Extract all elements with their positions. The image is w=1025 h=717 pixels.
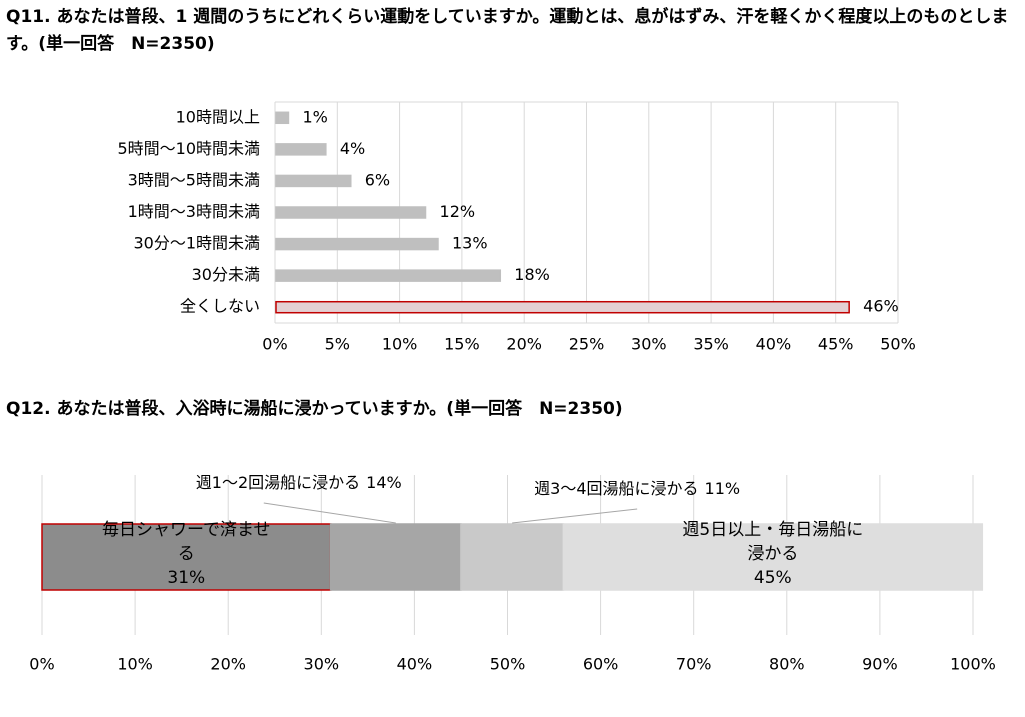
x-tick-label: 15% — [444, 335, 480, 354]
segment-name: 週5日以上・毎日湯船に浸かる — [682, 520, 864, 564]
segment-name: 毎日シャワーで済ませる — [102, 520, 271, 564]
leader-line — [512, 508, 638, 524]
segment-label: 週5日以上・毎日湯船に浸かる 45% — [675, 518, 870, 590]
x-tick-label: 50% — [880, 335, 916, 354]
bar — [275, 269, 502, 282]
x-tick-label: 40% — [397, 655, 433, 674]
x-tick-label: 40% — [756, 335, 792, 354]
segment-value: 14% — [366, 473, 402, 492]
segment-label: 週1〜2回湯船に浸かる 14% — [196, 473, 402, 492]
x-tick-label: 60% — [583, 655, 619, 674]
value-label: 1% — [302, 107, 327, 126]
leader-line — [263, 502, 396, 524]
x-tick-label: 35% — [693, 335, 729, 354]
x-tick-label: 20% — [210, 655, 246, 674]
chart-title: Q12. あなたは普段、入浴時に湯船に浸かっていますか。(単一回答 N=2350… — [6, 399, 623, 419]
segment-value: 31% — [167, 568, 206, 588]
segment-name: 週1〜2回湯船に浸かる — [196, 473, 360, 492]
chart-title: Q11. あなたは普段、1 週間のうちにどれくらい運動をしていますか。運動とは、… — [6, 7, 1009, 54]
x-tick-label: 0% — [262, 335, 287, 354]
y-tick-label: 30分〜1時間未満 — [133, 234, 260, 253]
y-tick-label: 3時間〜5時間未満 — [128, 170, 260, 189]
y-tick-label: 5時間〜10時間未満 — [117, 139, 260, 158]
x-tick-label: 25% — [569, 335, 605, 354]
x-tick-label: 5% — [325, 335, 350, 354]
value-label: 12% — [440, 202, 476, 221]
x-tick-label: 0% — [29, 655, 54, 674]
segment-label: 週3〜4回湯船に浸かる 11% — [534, 479, 740, 498]
x-tick-label: 10% — [117, 655, 153, 674]
segment-name: 週3〜4回湯船に浸かる — [534, 479, 698, 498]
bar — [275, 174, 352, 188]
segment-label: 毎日シャワーで済ませる 31% — [99, 518, 274, 590]
value-label: 18% — [514, 265, 550, 284]
x-tick-label: 80% — [769, 655, 805, 674]
y-tick-label: 全くしない — [180, 297, 260, 316]
bar — [275, 237, 439, 251]
bar — [275, 143, 327, 156]
x-tick-label: 50% — [490, 655, 526, 674]
bar-segment — [329, 523, 462, 591]
x-tick-label: 100% — [950, 655, 996, 674]
y-tick-label: 30分未満 — [192, 265, 260, 284]
value-label: 6% — [365, 170, 390, 189]
x-tick-label: 30% — [304, 655, 340, 674]
bar-segment — [41, 523, 332, 591]
bar-segment — [460, 523, 565, 591]
x-tick-label: 10% — [382, 335, 418, 354]
x-tick-label: 30% — [631, 335, 667, 354]
x-tick-label: 45% — [818, 335, 854, 354]
bar — [275, 300, 850, 314]
bar — [275, 206, 427, 219]
x-tick-label: 90% — [862, 655, 898, 674]
value-label: 46% — [863, 297, 899, 316]
segment-value: 11% — [705, 479, 741, 498]
value-label: 13% — [452, 234, 488, 253]
y-tick-label: 1時間〜3時間未満 — [128, 202, 260, 221]
segment-value: 45% — [753, 568, 792, 588]
bar — [275, 111, 290, 125]
bar-segment — [562, 523, 984, 591]
x-tick-label: 20% — [506, 335, 542, 354]
y-tick-label: 10時間以上 — [176, 107, 260, 126]
value-label: 4% — [340, 139, 365, 158]
x-tick-label: 70% — [676, 655, 712, 674]
